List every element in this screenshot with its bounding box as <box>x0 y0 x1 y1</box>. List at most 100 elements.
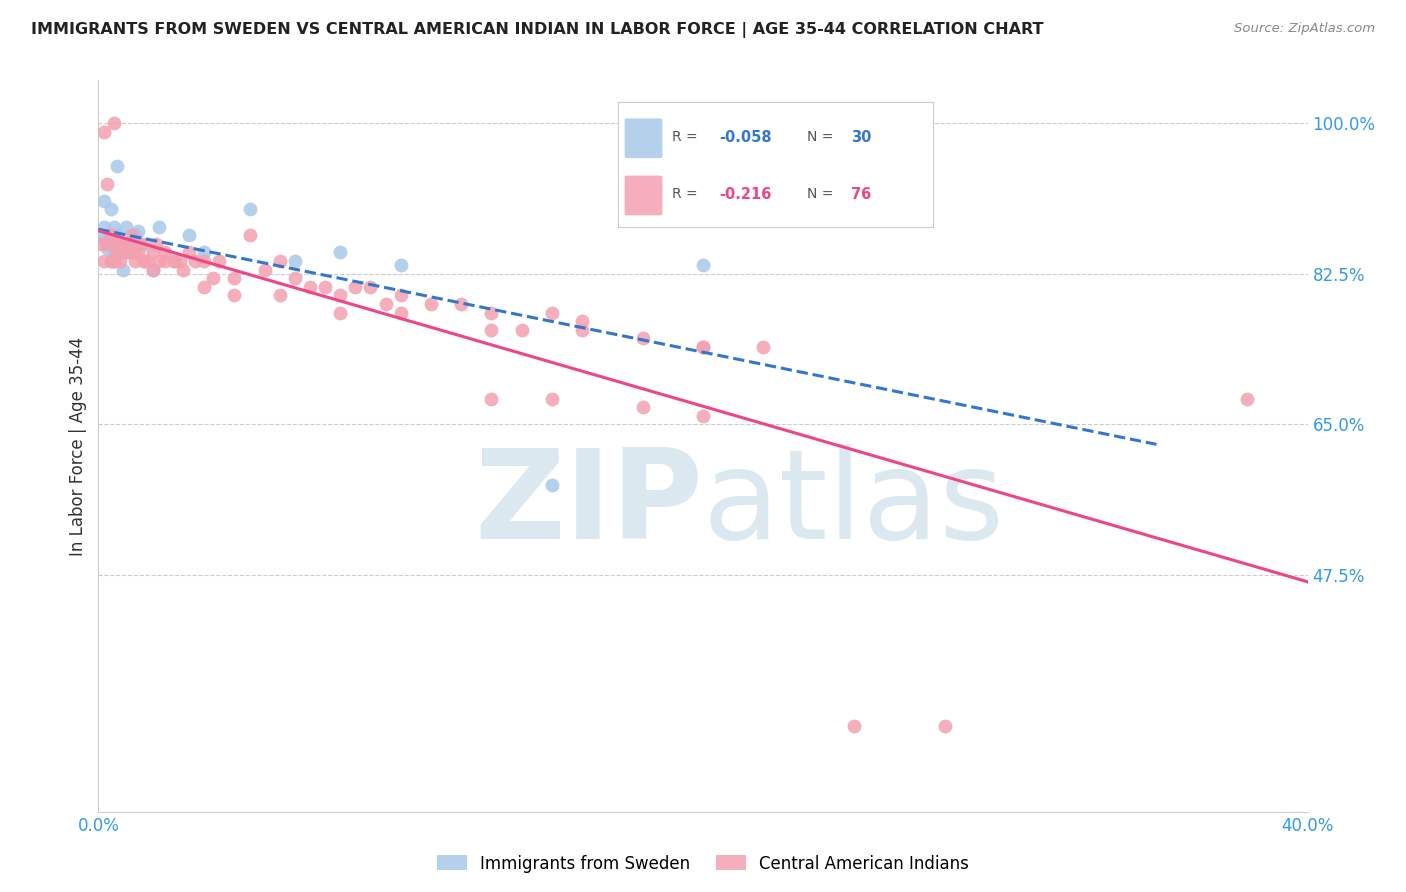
Point <box>540 477 562 491</box>
Point <box>631 401 654 415</box>
Point <box>540 392 562 406</box>
Point <box>132 254 155 268</box>
Point <box>93 194 115 208</box>
Point <box>752 340 775 354</box>
Point <box>481 392 503 406</box>
Point <box>148 219 170 234</box>
Point <box>100 228 122 243</box>
Point <box>142 245 165 260</box>
Point <box>127 224 149 238</box>
Point <box>90 228 112 243</box>
Point <box>193 245 215 260</box>
Point <box>111 236 134 251</box>
Point <box>571 323 593 337</box>
Point <box>360 280 382 294</box>
Text: ZIP: ZIP <box>474 444 703 565</box>
Point <box>118 236 141 251</box>
Point <box>105 159 128 173</box>
Point <box>934 719 956 733</box>
Point <box>299 280 322 294</box>
Point <box>481 305 503 319</box>
Point <box>269 254 291 268</box>
Point <box>389 288 412 302</box>
Point <box>129 236 152 251</box>
Point <box>571 314 593 328</box>
Point <box>202 271 225 285</box>
Point <box>121 236 143 251</box>
Point <box>163 254 186 268</box>
Point <box>93 125 115 139</box>
Y-axis label: In Labor Force | Age 35-44: In Labor Force | Age 35-44 <box>69 336 87 556</box>
Text: IMMIGRANTS FROM SWEDEN VS CENTRAL AMERICAN INDIAN IN LABOR FORCE | AGE 35-44 COR: IMMIGRANTS FROM SWEDEN VS CENTRAL AMERIC… <box>31 22 1043 38</box>
Point <box>103 219 125 234</box>
Point <box>108 236 131 251</box>
Point <box>127 245 149 260</box>
Point <box>163 254 186 268</box>
Point <box>105 245 128 260</box>
Point <box>148 254 170 268</box>
Point <box>253 262 276 277</box>
Point <box>124 254 146 268</box>
Point <box>420 297 443 311</box>
Point <box>111 262 134 277</box>
Point <box>100 254 122 268</box>
Point <box>100 202 122 217</box>
Point <box>132 254 155 268</box>
Point <box>105 236 128 251</box>
Point <box>169 254 191 268</box>
Point <box>692 258 714 272</box>
Point <box>184 254 207 268</box>
Point <box>153 245 176 260</box>
Point <box>114 245 136 260</box>
Point <box>193 280 215 294</box>
Point <box>179 245 201 260</box>
Point <box>631 331 654 345</box>
Point <box>142 262 165 277</box>
Point <box>96 236 118 251</box>
Point <box>208 254 231 268</box>
Point <box>93 219 115 234</box>
Point <box>344 280 367 294</box>
Point <box>481 323 503 337</box>
Point <box>142 262 165 277</box>
Point <box>103 254 125 268</box>
Point <box>90 236 112 251</box>
Point <box>114 219 136 234</box>
Point <box>103 254 125 268</box>
Point <box>135 254 157 268</box>
Point <box>329 288 352 302</box>
Point <box>118 236 141 251</box>
Point <box>239 202 262 217</box>
Point <box>510 323 533 337</box>
Point <box>172 262 194 277</box>
Point <box>121 228 143 243</box>
Text: Source: ZipAtlas.com: Source: ZipAtlas.com <box>1234 22 1375 36</box>
Point <box>224 271 246 285</box>
Point <box>93 254 115 268</box>
Point <box>124 245 146 260</box>
Point <box>269 288 291 302</box>
Point <box>124 228 146 243</box>
Point <box>193 254 215 268</box>
Point <box>692 340 714 354</box>
Point <box>96 241 118 255</box>
Point <box>284 254 307 268</box>
Point <box>108 245 131 260</box>
Point <box>844 719 866 733</box>
Point <box>284 271 307 285</box>
Point <box>96 232 118 246</box>
Point <box>224 288 246 302</box>
Legend: Immigrants from Sweden, Central American Indians: Immigrants from Sweden, Central American… <box>430 848 976 880</box>
Point <box>389 305 412 319</box>
Point <box>329 305 352 319</box>
Point <box>153 254 176 268</box>
Point <box>450 297 472 311</box>
Text: atlas: atlas <box>703 444 1005 565</box>
Point <box>314 280 336 294</box>
Point <box>118 245 141 260</box>
Point <box>108 254 131 268</box>
Point <box>329 245 352 260</box>
Point <box>96 177 118 191</box>
Point <box>179 228 201 243</box>
Point <box>692 340 714 354</box>
